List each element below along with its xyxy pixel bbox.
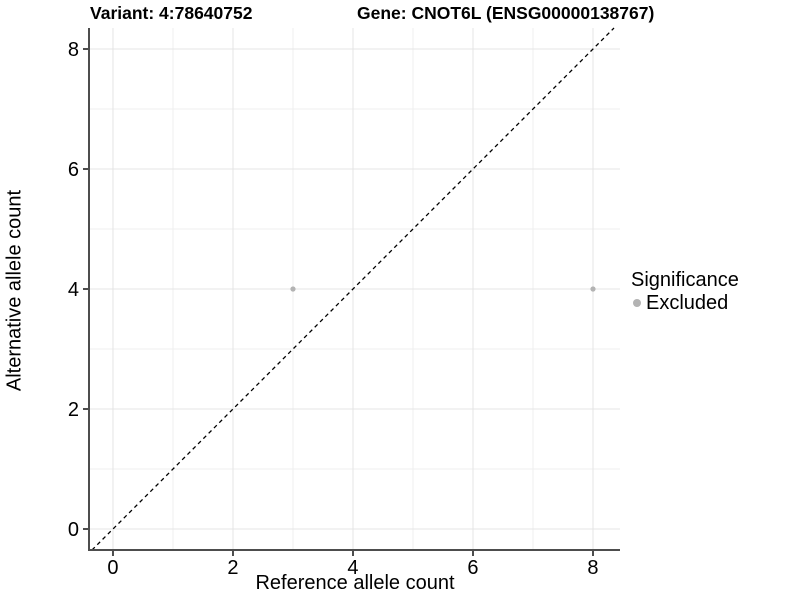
y-tick-label: 0 (68, 519, 79, 541)
x-tick-label: 6 (467, 557, 478, 579)
x-axis-title: Reference allele count (255, 572, 455, 594)
scatter-point (590, 286, 596, 292)
x-tick-label: 4 (347, 557, 358, 579)
x-tick-label: 2 (227, 557, 238, 579)
identity-dashed-line (91, 27, 615, 551)
legend: Significance Excluded (631, 269, 739, 314)
major-gridlines (90, 28, 620, 550)
variant-title: Variant: 4:78640752 (90, 3, 253, 23)
y-axis-title: Alternative allele count (3, 189, 26, 392)
axis-lines (88, 28, 620, 551)
y-tick-label: 6 (68, 159, 79, 181)
minor-gridlines (90, 28, 620, 550)
legend-item-label: Excluded (646, 292, 729, 314)
gene-title: Gene: CNOT6L (ENSG00000138767) (357, 3, 655, 23)
axis-ticks (83, 48, 594, 556)
identity-line (91, 27, 615, 551)
legend-title: Significance (631, 269, 739, 291)
y-tick-label: 8 (68, 39, 79, 61)
scatter-point (290, 286, 296, 292)
legend-item-excluded: Excluded (631, 292, 739, 314)
y-tick-label: 4 (68, 279, 79, 301)
x-tick-label: 8 (587, 557, 598, 579)
y-tick-label: 2 (68, 399, 79, 421)
axis-tick-labels: 0 2 4 6 8 0 2 4 6 8 (68, 39, 599, 579)
x-tick-label: 0 (107, 557, 118, 579)
data-points (290, 286, 596, 292)
excluded-point-swatch (633, 299, 641, 307)
